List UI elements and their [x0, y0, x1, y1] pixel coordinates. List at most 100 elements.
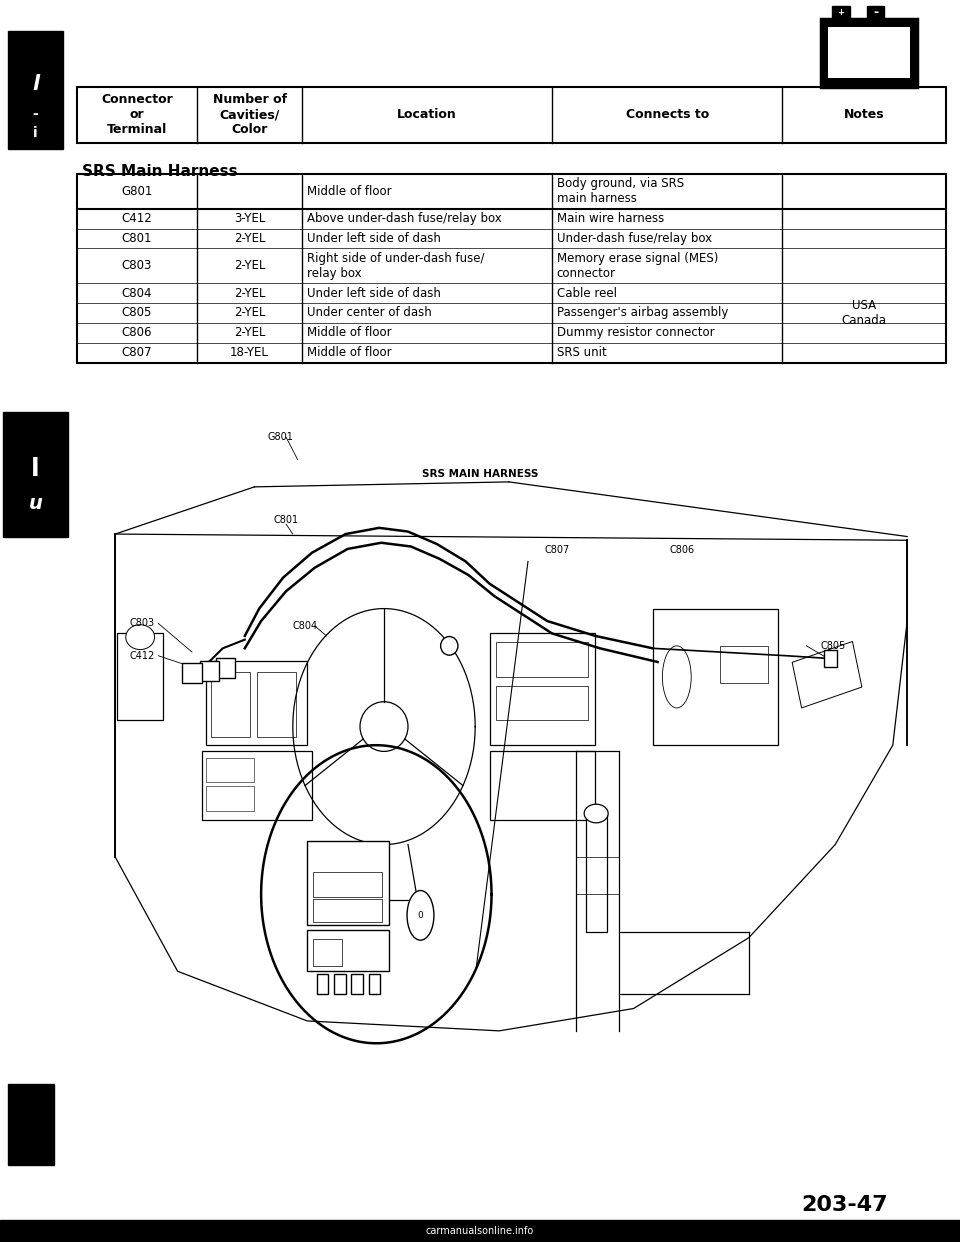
Text: 2-YEL: 2-YEL — [234, 232, 265, 245]
Text: C807: C807 — [544, 545, 569, 555]
Text: C804: C804 — [122, 287, 152, 299]
Text: Memory erase signal (MES)
connector: Memory erase signal (MES) connector — [557, 252, 718, 279]
Bar — [490, 751, 595, 820]
Text: -: - — [33, 107, 38, 122]
Text: Under left side of dash: Under left side of dash — [307, 232, 441, 245]
Text: G801: G801 — [121, 185, 153, 197]
Text: C806: C806 — [669, 545, 694, 555]
Text: Connects to: Connects to — [626, 108, 708, 122]
Ellipse shape — [407, 891, 434, 940]
Text: Above under-dash fuse/relay box: Above under-dash fuse/relay box — [307, 212, 502, 225]
Bar — [792, 641, 862, 708]
Text: Connector
or
Terminal: Connector or Terminal — [101, 93, 173, 137]
Text: Dummy resistor connector: Dummy resistor connector — [557, 327, 714, 339]
Bar — [824, 650, 837, 667]
Bar — [8, 31, 63, 149]
Bar — [8, 1084, 54, 1165]
Text: 3-YEL: 3-YEL — [234, 212, 265, 225]
Text: Middle of floor: Middle of floor — [307, 347, 392, 359]
Text: -: - — [873, 6, 878, 19]
Ellipse shape — [662, 646, 691, 708]
Bar — [0, 1220, 960, 1242]
Text: Middle of floor: Middle of floor — [307, 185, 392, 197]
Text: Passenger's airbag assembly: Passenger's airbag assembly — [557, 307, 729, 319]
Bar — [200, 661, 219, 681]
Text: Location: Location — [397, 108, 457, 122]
Bar — [369, 974, 380, 994]
Text: G801: G801 — [268, 432, 293, 442]
Bar — [821, 19, 917, 87]
Text: SRS Main Harness: SRS Main Harness — [82, 164, 237, 179]
Bar — [867, 6, 884, 19]
Bar — [496, 642, 588, 677]
Text: C805: C805 — [821, 641, 846, 651]
Bar — [202, 751, 312, 820]
Text: Body ground, via SRS
main harness: Body ground, via SRS main harness — [557, 178, 684, 205]
Text: Cable reel: Cable reel — [557, 287, 616, 299]
Bar — [211, 672, 250, 737]
Bar — [117, 633, 163, 720]
Text: Notes: Notes — [844, 108, 884, 122]
Bar — [257, 672, 296, 737]
Text: C806: C806 — [122, 327, 152, 339]
Text: Number of
Cavities/
Color: Number of Cavities/ Color — [212, 93, 287, 137]
Ellipse shape — [360, 702, 408, 751]
Text: C801: C801 — [122, 232, 152, 245]
Ellipse shape — [584, 805, 609, 823]
Text: 2-YEL: 2-YEL — [234, 327, 265, 339]
Text: 18-YEL: 18-YEL — [230, 347, 269, 359]
Text: u: u — [29, 493, 42, 513]
Bar — [653, 609, 778, 745]
Text: 203-47: 203-47 — [802, 1195, 888, 1215]
Text: Under left side of dash: Under left side of dash — [307, 287, 441, 299]
Text: 2-YEL: 2-YEL — [234, 287, 265, 299]
Text: C807: C807 — [122, 347, 152, 359]
Bar — [313, 939, 342, 966]
Bar — [77, 87, 946, 143]
Bar — [317, 974, 328, 994]
Text: C805: C805 — [122, 307, 152, 319]
Text: SRS unit: SRS unit — [557, 347, 607, 359]
Text: 2-YEL: 2-YEL — [234, 260, 265, 272]
Text: C803: C803 — [122, 260, 152, 272]
Text: Main wire harness: Main wire harness — [557, 212, 664, 225]
Text: Under center of dash: Under center of dash — [307, 307, 432, 319]
Ellipse shape — [126, 625, 155, 650]
Bar — [3, 412, 68, 537]
Bar — [182, 663, 202, 683]
Text: USA
Canada: USA Canada — [842, 299, 886, 327]
Bar — [720, 646, 768, 683]
Bar — [307, 841, 389, 925]
Bar — [828, 27, 910, 78]
Bar — [334, 974, 346, 994]
Text: C412: C412 — [121, 212, 153, 225]
Bar — [77, 174, 946, 363]
Text: SRS MAIN HARNESS: SRS MAIN HARNESS — [421, 469, 539, 479]
Text: i: i — [34, 125, 37, 140]
Bar — [351, 974, 363, 994]
Text: +: + — [837, 7, 845, 17]
Text: 0: 0 — [418, 910, 423, 920]
Bar — [206, 661, 307, 745]
Text: C801: C801 — [274, 515, 299, 525]
Text: Middle of floor: Middle of floor — [307, 327, 392, 339]
Bar — [206, 758, 254, 782]
Bar — [313, 899, 382, 922]
Bar — [586, 814, 607, 932]
Text: Right side of under-dash fuse/
relay box: Right side of under-dash fuse/ relay box — [307, 252, 485, 279]
Text: carmanualsonline.info: carmanualsonline.info — [426, 1226, 534, 1236]
Bar — [216, 658, 235, 678]
Text: C803: C803 — [130, 619, 155, 628]
Text: l: l — [32, 75, 39, 94]
Bar — [206, 786, 254, 811]
Bar — [307, 930, 389, 971]
Text: C804: C804 — [293, 621, 318, 631]
Text: l: l — [32, 457, 39, 482]
Bar — [832, 6, 850, 19]
Text: C412: C412 — [130, 651, 155, 661]
Text: Under-dash fuse/relay box: Under-dash fuse/relay box — [557, 232, 712, 245]
Ellipse shape — [441, 636, 458, 656]
Bar — [496, 686, 588, 720]
Bar — [490, 633, 595, 745]
Text: 2-YEL: 2-YEL — [234, 307, 265, 319]
